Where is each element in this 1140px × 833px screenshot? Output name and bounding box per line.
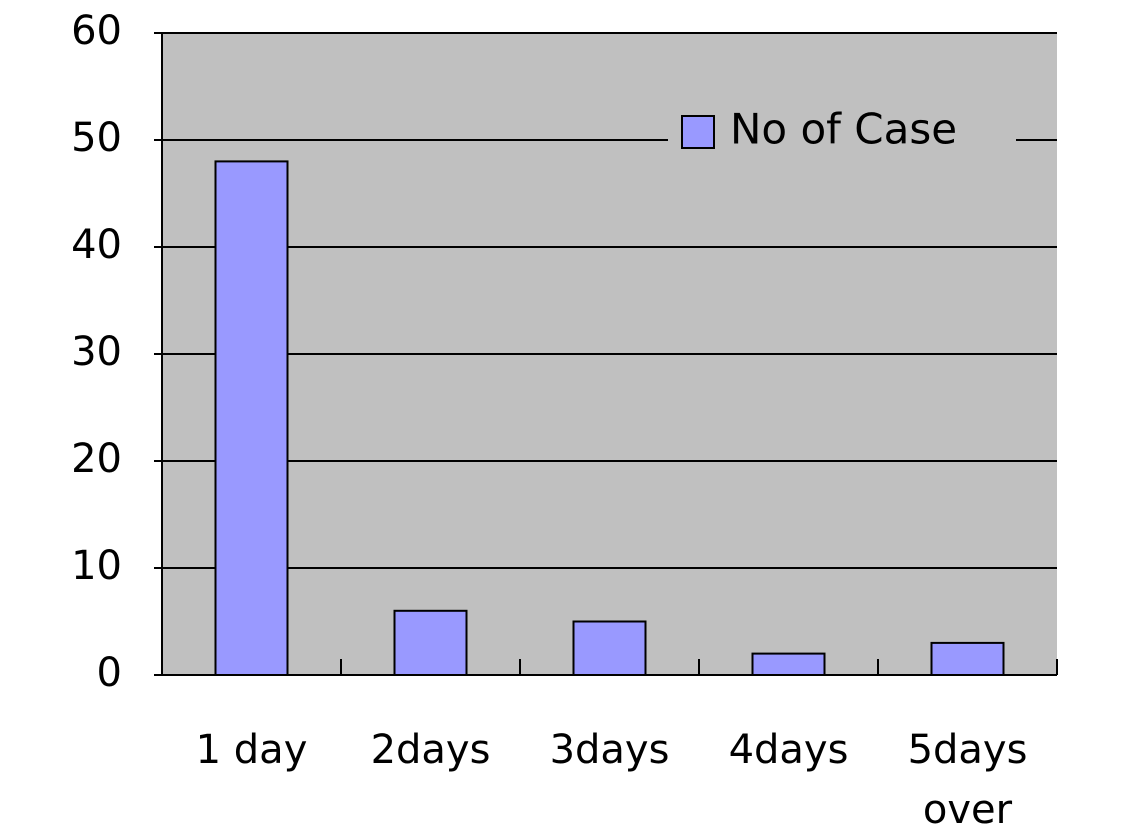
legend-box [668,112,1016,160]
y-tick-label: 40 [71,222,122,268]
x-tick-label: 5days over [908,727,1028,833]
bar [930,641,1005,677]
bar [751,652,826,676]
y-tick-label: 10 [71,543,122,589]
legend-label: No of Case [730,105,957,154]
y-tick-label: 0 [97,650,122,696]
y-tick-label: 60 [71,8,122,54]
bar [572,620,647,676]
legend-swatch [681,115,715,149]
y-tick-label: 20 [71,436,122,482]
y-tick-label: 50 [71,115,122,161]
bar [393,609,468,676]
bar [214,160,289,676]
x-tick-label: 4days [729,727,849,773]
x-tick-label: 2days [371,727,491,773]
y-tick-label: 30 [71,329,122,375]
x-tick-label: 3days [550,727,670,773]
x-tick-label: 1 day [196,727,308,773]
